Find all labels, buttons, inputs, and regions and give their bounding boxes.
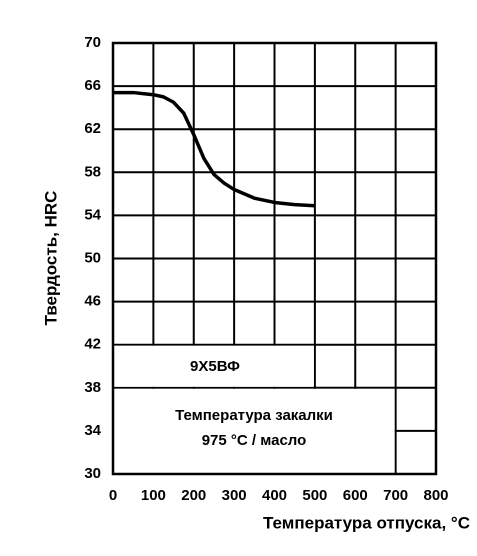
- x-tick-label: 100: [141, 487, 166, 504]
- y-tick-label: 38: [84, 379, 101, 396]
- x-axis-label: Температура отпуска, °C: [263, 513, 470, 532]
- label-box: [114, 345, 314, 387]
- label-box: [114, 388, 395, 473]
- x-tick-label: 200: [181, 487, 206, 504]
- y-tick-label: 66: [84, 77, 101, 94]
- y-tick-label: 70: [84, 34, 101, 51]
- data-line: [113, 90, 315, 208]
- x-tick-label: 800: [423, 487, 448, 504]
- y-tick-label: 46: [84, 293, 101, 310]
- y-tick-label: 54: [84, 206, 101, 223]
- x-tick-label: 400: [262, 487, 287, 504]
- annotation: Температура закалки: [175, 407, 333, 424]
- x-tick-label: 300: [222, 487, 247, 504]
- y-tick-label: 34: [84, 422, 101, 439]
- y-tick-label: 58: [84, 163, 101, 180]
- x-tick-label: 500: [302, 487, 327, 504]
- y-tick-label: 30: [84, 465, 101, 482]
- plot-frame: [111, 41, 438, 476]
- y-tick-label: 50: [84, 249, 101, 266]
- y-axis-label: Твердость, HRC: [41, 191, 60, 326]
- x-tick-label: 600: [343, 487, 368, 504]
- y-tick-label: 62: [84, 120, 101, 137]
- annotation: 975 °C / масло: [202, 432, 307, 449]
- x-tick-label: 0: [109, 487, 117, 504]
- y-tick-label: 42: [84, 336, 101, 353]
- x-tick-label: 700: [383, 487, 408, 504]
- annotation: 9Х5ВФ: [190, 358, 240, 375]
